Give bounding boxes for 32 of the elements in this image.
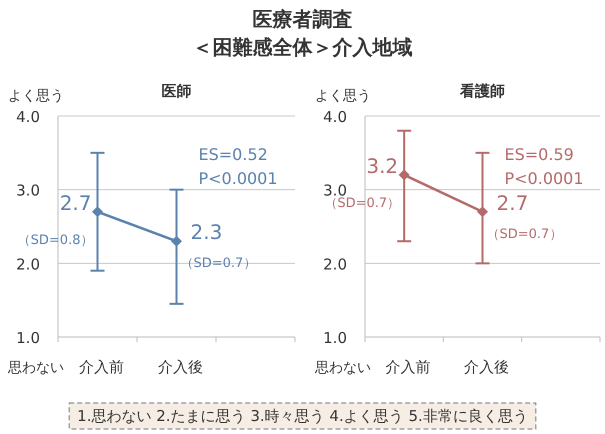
text: 医療者調査 (252, 7, 352, 31)
text: 1.思わない 2.たまに思う 3.時々思う 4.よく思う 5.非常に良く思う (77, 407, 528, 425)
chart-title: 医師 (162, 82, 192, 100)
y-tick-label: 4.0 (16, 108, 40, 126)
y-axis-title: よく思う (8, 88, 64, 104)
annotation: P<0.0001 (198, 169, 278, 188)
text: 思わない (7, 360, 64, 376)
x-tick-label: 介入後 (158, 358, 203, 376)
x-tick-label: 介入後 (464, 358, 509, 376)
annotation: ES=0.52 (198, 145, 268, 164)
data-label: 3.2 (366, 154, 398, 178)
y-tick-label: 4.0 (323, 108, 347, 126)
text: 思わない (314, 360, 371, 376)
annotation: （SD=0.8） (18, 232, 94, 248)
text: ＜困難感全体＞介入地域 (192, 35, 412, 59)
x-tick-label: 介入前 (79, 358, 124, 376)
annotation: （SD=0.7） (486, 226, 562, 242)
y-axis-title: よく思う (315, 88, 371, 104)
data-label: 2.7 (496, 190, 528, 215)
y-tick-label: 3.0 (16, 182, 40, 200)
chart-title: 看護師 (459, 82, 505, 100)
annotation: （SD=0.7） (324, 196, 400, 211)
y-tick-label: 1.0 (323, 329, 347, 347)
y-tick-label: 2.0 (16, 255, 40, 274)
annotation: ES=0.59 (504, 145, 574, 164)
y-tick-label: 2.0 (323, 255, 347, 274)
data-label: 2.7 (60, 190, 92, 215)
data-label: 2.3 (190, 220, 222, 244)
annotation: （SD=0.7） (180, 256, 256, 272)
x-tick-label: 介入前 (386, 358, 431, 376)
annotation: P<0.0001 (504, 169, 584, 188)
y-tick-label: 1.0 (16, 329, 40, 347)
